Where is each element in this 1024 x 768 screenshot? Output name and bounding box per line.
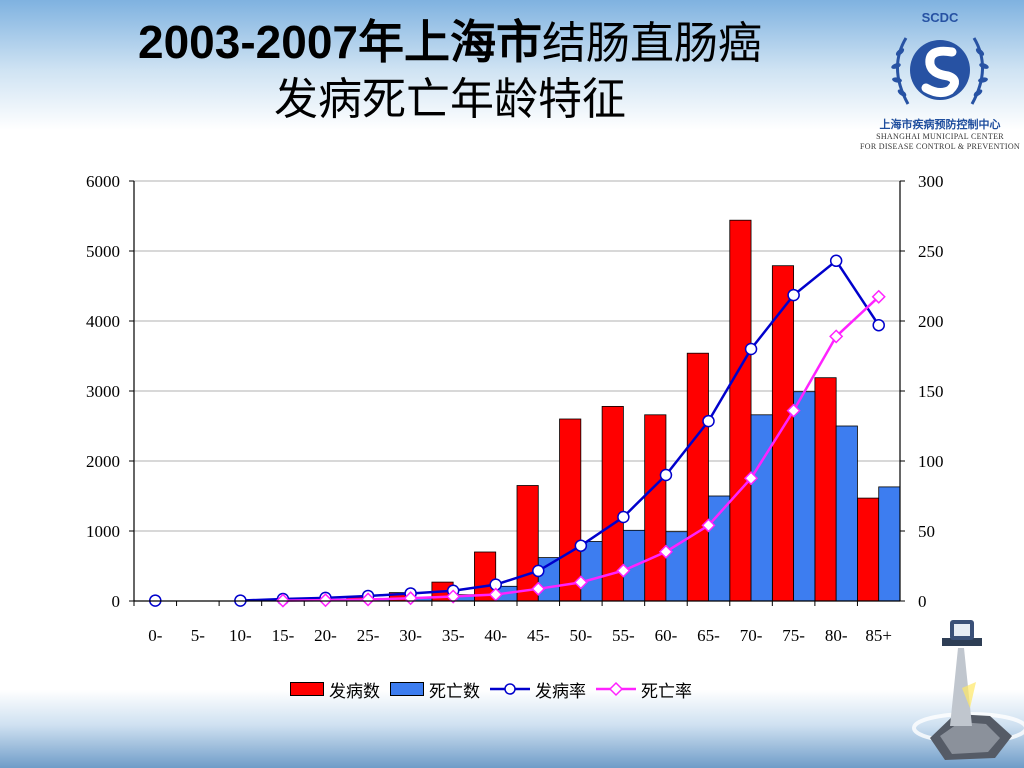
- x-tick-label: 85+: [865, 626, 892, 645]
- bar-death-count: [878, 486, 901, 602]
- slide-title: 2003-2007年上海市结肠直肠癌 发病死亡年龄特征: [40, 14, 860, 128]
- y-right-tick-label: 300: [918, 172, 944, 191]
- point-incidence-rate: [872, 318, 885, 332]
- x-tick-label: 15-: [272, 626, 295, 645]
- age-chart: 0 1000 2000 3000 4000 5000 6000 0 50 100 150 200 250…: [86, 172, 944, 645]
- bar-incidence-count: [857, 497, 880, 602]
- bar-incidence-count: [559, 418, 582, 602]
- point-incidence-rate: [744, 342, 758, 356]
- legend-swatch-death-count: [390, 682, 424, 696]
- logo-org-en-1: SHANGHAI MUNICIPAL CENTER: [876, 132, 1004, 141]
- bar-incidence-count: [686, 352, 709, 602]
- y-left-tick-label: 2000: [86, 452, 120, 471]
- title-bold-part: 2003-2007年上海市: [138, 16, 542, 68]
- y-left-tick-label: 3000: [86, 382, 120, 401]
- bar-incidence-count: [516, 485, 539, 602]
- point-death-rate: [829, 329, 844, 344]
- point-incidence-rate: [574, 539, 588, 552]
- line-incidence-rate: [240, 258, 880, 602]
- chart-legend: 发病数 死亡数 发病率 死亡率: [290, 677, 692, 702]
- y-left-tick-label: 0: [112, 592, 121, 611]
- point-death-rate: [318, 593, 333, 608]
- x-tick-label: 55-: [612, 626, 635, 645]
- y-right-tick-label: 0: [918, 592, 927, 611]
- point-death-rate: [531, 581, 546, 596]
- y-right-tick-label: 150: [918, 382, 944, 401]
- y-right-tick-label: 50: [918, 522, 935, 541]
- x-tick-label: 50-: [569, 626, 592, 645]
- legend-label-incidence-rate: 发病率: [535, 681, 586, 702]
- bar-incidence-count: [814, 377, 837, 602]
- point-death-rate: [446, 589, 461, 604]
- y-left-tick-label: 5000: [86, 242, 120, 261]
- title-line-1: 2003-2007年上海市结肠直肠癌: [40, 14, 860, 72]
- x-tick-label: 40-: [484, 626, 507, 645]
- x-tick-label: 30-: [399, 626, 422, 645]
- x-tick-label: 45-: [527, 626, 550, 645]
- legend-swatch-incidence-count: [290, 682, 324, 696]
- legend-item-death-count: 死亡数: [390, 677, 480, 702]
- x-tick-label: 10-: [229, 626, 252, 645]
- bar-death-count: [835, 425, 858, 602]
- bar-incidence-count: [729, 219, 752, 602]
- x-tick-label: 5-: [191, 626, 206, 645]
- point-incidence-rate: [787, 288, 800, 302]
- point-incidence-rate: [659, 468, 673, 482]
- laurel-emblem-icon: [891, 37, 989, 105]
- point-death-rate: [360, 592, 376, 607]
- point-death-rate: [616, 563, 631, 578]
- x-tick-label: 80-: [825, 626, 848, 645]
- point-death-rate: [786, 403, 801, 418]
- x-tick-label: 25-: [357, 626, 380, 645]
- point-incidence-rate: [532, 564, 545, 578]
- point-death-rate: [871, 289, 886, 304]
- scdc-logo: SCDC 上海市疾病预防控制中心 SHANGHAI MUNICIPAL CENT…: [860, 4, 1020, 154]
- bar-death-count: [793, 391, 816, 602]
- x-tick-label: 75-: [782, 626, 805, 645]
- y-right-tick-label: 200: [918, 312, 944, 331]
- y-left-tick-label: 4000: [86, 312, 120, 331]
- x-tick-label: 65-: [697, 626, 720, 645]
- y-right-tick-label: 100: [918, 452, 944, 471]
- legend-label-death-count: 死亡数: [429, 681, 480, 702]
- title-rest-part: 结肠直肠癌: [541, 18, 762, 69]
- sword-decoration-icon: [912, 620, 1024, 760]
- x-tick-label: 20-: [314, 626, 337, 645]
- legend-label-death-rate: 死亡率: [641, 681, 692, 702]
- legend-swatch-incidence-rate: [490, 683, 530, 695]
- x-tick-label: 0-: [148, 626, 163, 645]
- x-tick-label: 70-: [740, 626, 763, 645]
- point-incidence-rate: [617, 510, 630, 524]
- legend-item-incidence-rate: 发病率: [490, 677, 586, 702]
- point-incidence-rate: [702, 414, 715, 428]
- logo-brand: SCDC: [921, 10, 959, 25]
- bar-death-count: [750, 414, 773, 602]
- point-incidence-rate: [829, 254, 843, 268]
- title-line-2: 发病死亡年龄特征: [274, 74, 626, 125]
- y-left-tick-label: 1000: [86, 522, 120, 541]
- legend-label-incidence-count: 发病数: [329, 681, 380, 702]
- bar-death-count: [665, 531, 688, 602]
- legend-swatch-death-rate: [596, 681, 636, 697]
- y-left-tick-label: 6000: [86, 172, 120, 191]
- bar-incidence-count: [644, 414, 667, 602]
- legend-item-death-rate: 死亡率: [596, 677, 692, 702]
- logo-org-en-2: FOR DISEASE CONTROL & PREVENTION: [860, 142, 1020, 151]
- point-death-rate: [743, 471, 759, 486]
- x-tick-label: 60-: [655, 626, 678, 645]
- y-right-tick-label: 250: [918, 242, 944, 261]
- legend-item-incidence-count: 发病数: [290, 677, 380, 702]
- point-death-rate: [573, 575, 588, 590]
- x-tick-label: 35-: [442, 626, 465, 645]
- logo-org-cn: 上海市疾病预防控制中心: [879, 118, 1001, 131]
- point-death-rate: [701, 518, 716, 533]
- point-death-rate: [658, 544, 674, 559]
